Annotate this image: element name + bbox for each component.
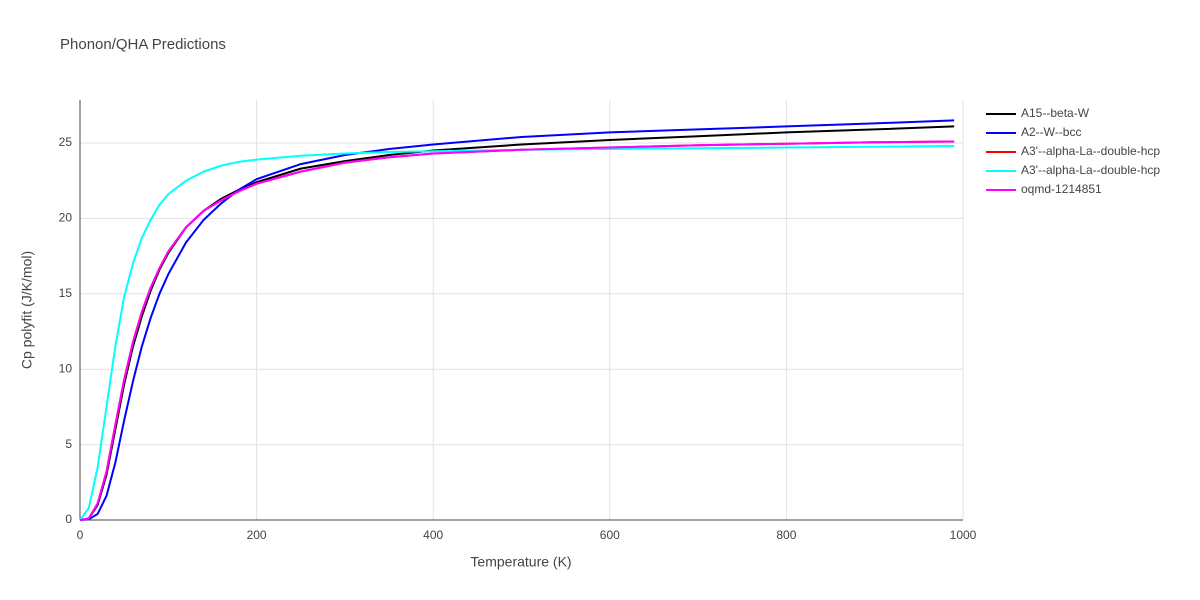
y-tick-label: 5: [65, 437, 72, 451]
x-tick-label: 0: [77, 528, 84, 542]
x-tick-label: 400: [423, 528, 443, 542]
x-tick-label: 1000: [950, 528, 977, 542]
x-tick-label: 800: [776, 528, 796, 542]
series-line: [79, 140, 955, 521]
legend-label: A3'--alpha-La--double-hcp: [1021, 163, 1160, 177]
legend-label: A2--W--bcc: [1021, 125, 1081, 139]
y-tick-label: 15: [59, 286, 73, 300]
x-tick-label: 600: [600, 528, 620, 542]
legend-label: A15--beta-W: [1021, 106, 1090, 120]
y-tick-label: 20: [59, 211, 73, 225]
legend-label: A3'--alpha-La--double-hcp: [1021, 144, 1160, 158]
x-axis-title: Temperature (K): [470, 554, 571, 570]
chart-title: Phonon/QHA Predictions: [60, 36, 226, 53]
series-line: [79, 145, 955, 521]
series-line: [79, 119, 955, 521]
legend-label: oqmd-1214851: [1021, 182, 1102, 196]
y-tick-label: 10: [59, 361, 73, 375]
series-line: [79, 125, 955, 521]
x-tick-label: 200: [247, 528, 267, 542]
y-tick-label: 25: [59, 135, 73, 149]
y-tick-label: 0: [65, 512, 72, 526]
series-line: [79, 140, 955, 521]
y-axis-title: Cp polyfit (J/K/mol): [19, 251, 35, 369]
